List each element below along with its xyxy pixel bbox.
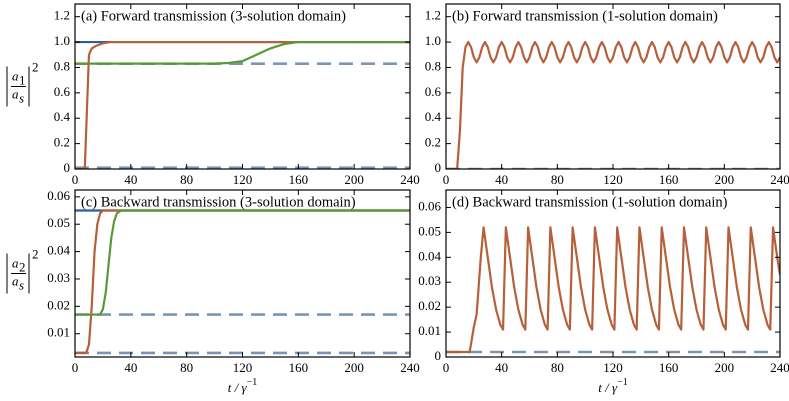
- x-tick-label: 120: [603, 360, 623, 375]
- y-tick-label: 0.8: [425, 58, 441, 73]
- x-axis-label-text: t / γ: [228, 380, 248, 395]
- numerator: a: [12, 255, 19, 270]
- x-tick-label: 40: [495, 360, 508, 375]
- y-tick-label: 0.05: [47, 215, 70, 230]
- x-tick-label: 160: [659, 360, 679, 375]
- x-tick-label: 0: [443, 172, 450, 187]
- x-axis-label-text: t / γ: [598, 380, 618, 395]
- x-tick-label: 160: [289, 172, 309, 187]
- x-tick-label: 200: [715, 360, 735, 375]
- x-tick-label: 0: [72, 360, 79, 375]
- power: 2: [32, 246, 39, 261]
- x-tick-label: 40: [124, 360, 137, 375]
- plot-frame: [445, 3, 781, 170]
- x-tick-label: 200: [344, 360, 364, 375]
- x-axis-label: t / γ−1: [598, 377, 628, 395]
- numerator: a: [12, 68, 19, 83]
- x-tick-label: 240: [400, 172, 420, 187]
- x-tick-label: 160: [659, 172, 679, 187]
- y-tick-label: 0.2: [425, 135, 441, 150]
- y-tick-label: 1.0: [54, 33, 70, 48]
- x-tick-label: 160: [289, 360, 309, 375]
- x-tick-label: 80: [551, 360, 564, 375]
- y-tick-label: 0.04: [47, 243, 70, 258]
- plot-frame: [445, 189, 781, 358]
- panel: 0 40 80 120 160 200 240 0 0.01 0.02 0.03 0.04 0.05 0.…: [418, 189, 789, 395]
- x-axis-label-sup: −1: [617, 377, 628, 388]
- line: [75, 209, 410, 354]
- denominator: a: [12, 86, 19, 101]
- y-tick-label: 0: [435, 348, 442, 363]
- line: [75, 40, 410, 169]
- panel-title: (d) Backward transmission (1-solution do…: [452, 194, 728, 210]
- y-tick-label: 0.4: [425, 109, 442, 124]
- y-tick-label: 0.02: [418, 298, 441, 313]
- y-tick-label: 1.2: [54, 8, 70, 23]
- y-axis-label: a 1a s 2: [6, 59, 39, 107]
- numerator-sub: 2: [19, 259, 26, 274]
- y-tick-label: 0: [64, 160, 71, 175]
- x-tick-label: 40: [124, 172, 137, 187]
- y-tick-label: 0.8: [54, 58, 70, 73]
- y-tick-label: 0.6: [54, 84, 71, 99]
- y-tick-label: 0.01: [418, 323, 441, 338]
- x-tick-label: 200: [344, 172, 364, 187]
- x-tick-label: 120: [233, 172, 253, 187]
- denominator-sub: s: [19, 90, 24, 105]
- line: [446, 226, 780, 354]
- y-tick-label: 0.4: [54, 109, 71, 124]
- numerator-sub: 1: [19, 72, 26, 87]
- x-axis-label: t / γ−1: [228, 377, 258, 395]
- line: [75, 40, 410, 65]
- x-tick-label: 200: [715, 172, 735, 187]
- x-tick-label: 120: [233, 360, 253, 375]
- panel-title: (c) Backward transmission (3-solution do…: [81, 194, 356, 210]
- y-tick-label: 1.2: [425, 8, 441, 23]
- y-tick-label: 0.01: [47, 325, 70, 340]
- plot-frame: [74, 3, 411, 170]
- denominator: a: [12, 273, 19, 288]
- x-tick-label: 80: [551, 172, 564, 187]
- denominator-sub: s: [19, 277, 24, 292]
- x-tick-label: 240: [770, 360, 789, 375]
- y-tick-label: 0.05: [418, 223, 441, 238]
- y-tick-label: 1.0: [425, 33, 441, 48]
- y-tick-label: 0: [435, 160, 442, 175]
- y-tick-label: 0.03: [418, 273, 441, 288]
- y-tick-label: 0.2: [54, 135, 70, 150]
- y-tick-label: 0.06: [47, 188, 70, 203]
- panel: 0 40 80 120 160 200 240 0 0.2 0.4 0.6 0.8 1.0 1.2 (a) …: [6, 3, 420, 187]
- y-tick-label: 0.03: [47, 270, 70, 285]
- panel-title: (a) Forward transmission (3-solution dom…: [81, 8, 346, 24]
- x-tick-label: 80: [180, 360, 193, 375]
- y-tick-label: 0.04: [418, 248, 441, 263]
- x-axis-label-sup: −1: [247, 377, 258, 388]
- y-tick-label: 0.6: [425, 84, 442, 99]
- panel-title: (b) Forward transmission (1-solution dom…: [452, 8, 718, 24]
- x-tick-label: 0: [72, 172, 79, 187]
- x-tick-label: 240: [400, 360, 420, 375]
- x-tick-label: 120: [603, 172, 623, 187]
- y-tick-label: 0.06: [418, 198, 441, 213]
- x-tick-label: 0: [443, 360, 450, 375]
- line: [75, 209, 410, 316]
- panel: 0 40 80 120 160 200 240 0.01 0.02 0.03 0.04 0.05 0.0…: [6, 188, 420, 395]
- x-tick-label: 240: [770, 172, 789, 187]
- y-tick-label: 0.02: [47, 297, 70, 312]
- panel: 0 40 80 120 160 200 240 0 0.2 0.4 0.6 0.8 1.0 1.2 (b) …: [425, 3, 789, 187]
- plot-frame: [74, 189, 411, 358]
- power: 2: [32, 59, 39, 74]
- line: [446, 40, 780, 169]
- x-tick-label: 80: [180, 172, 193, 187]
- x-tick-label: 40: [495, 172, 508, 187]
- y-axis-label: a 2a s 2: [6, 246, 39, 294]
